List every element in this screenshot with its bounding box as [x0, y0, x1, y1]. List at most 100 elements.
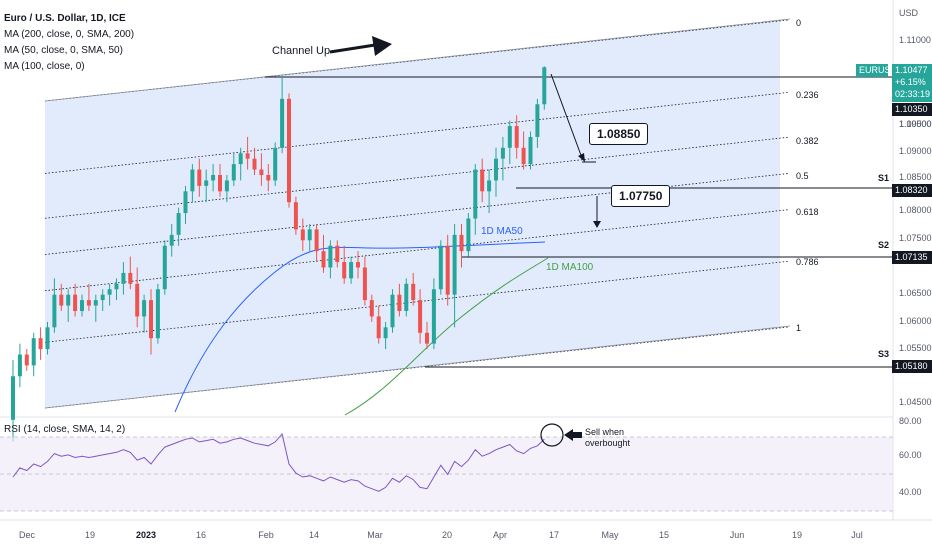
sell-arrow-shaft: [573, 432, 582, 438]
candle-body: [162, 245, 167, 290]
price-tick: 1.06500: [899, 288, 932, 298]
candle-body: [397, 294, 402, 311]
price-tick: 1.10000: [899, 119, 932, 129]
price-tick: 1.09000: [899, 146, 932, 156]
x-tick: Dec: [18, 530, 36, 540]
candle-body: [24, 354, 29, 366]
candle-body: [418, 300, 423, 333]
candle-body: [176, 213, 181, 235]
price-tick: 1.08000: [899, 205, 932, 215]
candle-body: [300, 229, 305, 241]
candle-body: [280, 98, 285, 148]
candle-body: [80, 300, 84, 311]
fib-level-1: 1: [796, 323, 802, 333]
indicator-ma100[interactable]: MA (100, close, 0): [4, 61, 85, 72]
x-tick: 19: [84, 530, 96, 540]
price-tick: 1.08500: [899, 172, 932, 182]
candle-body: [321, 251, 326, 268]
support-label-s2: S2: [878, 240, 890, 250]
candle-body: [411, 283, 416, 301]
candle-body: [473, 169, 478, 219]
candle-body: [238, 153, 243, 165]
candle-body: [445, 245, 450, 295]
candle-body: [149, 300, 153, 339]
indicator-ma50[interactable]: MA (50, close, 0, SMA, 50): [4, 45, 123, 56]
candle-body: [431, 289, 436, 344]
candle-body: [66, 294, 71, 306]
x-tick: Mar: [367, 530, 383, 540]
candle-body: [459, 234, 464, 252]
candle-body: [59, 294, 64, 306]
candle-body: [224, 180, 229, 192]
level-tag-s1: 1.08320: [892, 184, 932, 197]
rsi-tick: 80.00: [899, 416, 922, 426]
candle-body: [211, 175, 216, 181]
fib-level-0786: 0.786: [796, 257, 819, 267]
x-tick: Jul: [851, 530, 863, 540]
candle-body: [17, 354, 22, 377]
overbought-circle: [540, 423, 564, 447]
candle-body: [169, 234, 174, 246]
candle-body: [121, 272, 126, 284]
projection-line-1: [550, 73, 583, 159]
ma100-line: [344, 257, 549, 416]
candle-body: [86, 300, 91, 306]
candle-body: [487, 180, 492, 192]
candle-body: [183, 191, 188, 214]
candle-body: [452, 234, 457, 295]
candle-body: [307, 229, 312, 241]
rsi-tick: 60.00: [899, 450, 922, 460]
candle-body: [155, 289, 160, 339]
indicator-ma200[interactable]: MA (200, close, 0, SMA, 200): [4, 29, 135, 40]
ma50-label: 1D MA50: [481, 226, 523, 237]
price-change: +6.15%: [895, 77, 926, 87]
fib-level-05: 0.5: [796, 171, 809, 181]
level-tag-resistance: 1.10350: [892, 103, 932, 116]
channel-arrow-head: [372, 36, 392, 56]
rsi-tick: 40.00: [899, 487, 922, 497]
candle-body: [438, 245, 443, 290]
candle-body: [38, 338, 43, 350]
channel-up-label: Channel Up: [272, 45, 331, 57]
level-tag-s3: 1.05180: [892, 360, 932, 373]
candle-body: [293, 202, 298, 230]
support-label-s1: S1: [878, 173, 890, 183]
fib-level-0: 0: [796, 18, 802, 28]
candle-body: [259, 169, 264, 175]
candle-body: [197, 169, 202, 186]
candle-body: [342, 262, 347, 279]
target-callout-2[interactable]: 1.07750: [611, 185, 671, 207]
channel-fill: [45, 20, 780, 408]
symbol-tag: EURUSD: [856, 64, 897, 77]
x-tick: May: [601, 530, 619, 540]
target-callout-1[interactable]: 1.08850: [589, 123, 649, 145]
candle-body: [480, 169, 485, 192]
candle-body: [245, 153, 250, 159]
candle-body: [266, 175, 271, 181]
fib-level-0236: 0.236: [796, 90, 819, 100]
candle-body: [425, 332, 429, 344]
candle-body: [52, 294, 57, 328]
candle-body: [383, 327, 388, 339]
x-tick: 2023: [135, 530, 157, 540]
ma100-label: 1D MA100: [546, 262, 594, 273]
candle-body: [314, 229, 319, 252]
rsi-indicator-label[interactable]: RSI (14, close, SMA, 14, 2): [4, 424, 126, 435]
candle-body: [514, 126, 519, 148]
last-price-tag: 1.10477 +6.15% 02:33:19: [892, 64, 932, 102]
fib-level-0382: 0.382: [796, 136, 819, 146]
candle-body: [107, 289, 112, 295]
projection-head-2: [593, 221, 601, 228]
candle-body: [142, 300, 147, 317]
sell-arrow: [564, 429, 573, 441]
candle-body: [521, 147, 526, 165]
candle-body: [328, 245, 333, 268]
x-tick: 17: [548, 530, 560, 540]
candle-body: [376, 316, 381, 339]
candle-body: [45, 327, 50, 350]
candle-body: [390, 294, 395, 328]
projection-head-1: [578, 153, 585, 162]
fib-level-0618: 0.618: [796, 207, 819, 217]
